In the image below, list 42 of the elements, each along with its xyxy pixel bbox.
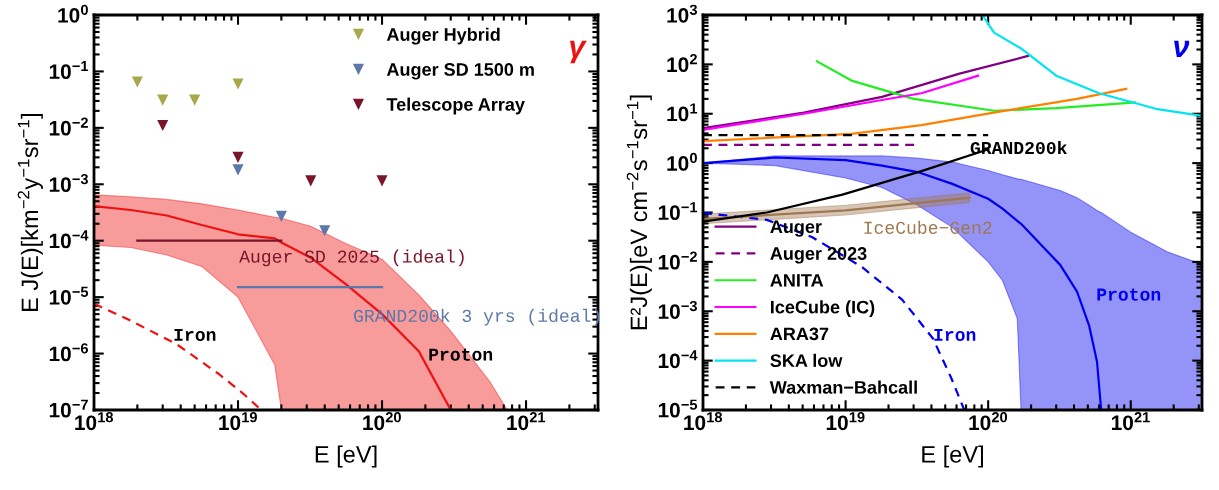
- legend-label: ARA37: [770, 327, 829, 341]
- y-tick-label: 10$^{−4}$: [49, 230, 89, 249]
- y-axis-title: E²J(E)[eV cm$^{−2}$s$^{−1}$sr$^{−1}$]: [626, 95, 652, 330]
- legend-label: Auger 2023: [770, 247, 867, 264]
- y-tick-label: 10$^{3}$: [667, 4, 697, 23]
- y-tick-label: 10$^{−1}$: [658, 202, 698, 221]
- y-tick-label: 10$^{−4}$: [658, 350, 698, 369]
- x-tick-label: 10$^{19}$: [826, 412, 865, 431]
- legend-label: Auger: [770, 220, 822, 237]
- y-tick-label: 10$^{−5}$: [49, 286, 89, 305]
- x-axis-title: E [eV]: [922, 445, 983, 468]
- annotation: γ: [570, 40, 587, 64]
- y-tick-label: 10$^{2}$: [667, 54, 697, 73]
- x-axis-title: E [eV]: [315, 445, 377, 468]
- annotation: ν: [1174, 40, 1190, 57]
- x-tick-label: 10$^{20}$: [363, 412, 401, 431]
- x-tick-label: 10$^{21}$: [507, 412, 546, 431]
- y-tick-label: 10$^{1}$: [667, 103, 698, 122]
- y-tick-label: 10$^{−3}$: [49, 173, 88, 193]
- x-tick-label: 10$^{20}$: [969, 412, 1008, 431]
- legend-label: Auger Hybrid: [386, 27, 500, 45]
- series-label: Proton: [1097, 288, 1161, 301]
- legend-label: SKA low: [770, 353, 843, 368]
- y-tick-label: 10$^{−3}$: [658, 300, 697, 319]
- series-label: Proton: [429, 348, 493, 361]
- series-label: GRAND200k: [970, 140, 1067, 155]
- legend-label: Telescope Array: [386, 97, 525, 115]
- series-label: Iron: [934, 328, 976, 341]
- legend-label: ANITA: [770, 274, 824, 287]
- y-tick-label: 10$^{−2}$: [658, 251, 697, 270]
- series-label: Iron: [174, 328, 216, 341]
- x-tick-label: 10$^{21}$: [1111, 412, 1150, 431]
- y-tick-label: 10$^{−2}$: [49, 117, 88, 136]
- legend-label: IceCube (IC): [771, 300, 875, 318]
- legend-label: Auger SD 1500 m: [386, 63, 534, 80]
- y-tick-label: 10$^{−1}$: [49, 61, 89, 79]
- legend-label: Waxman−Bahcall: [769, 380, 917, 394]
- y-tick-label: 10$^{0}$: [58, 4, 88, 23]
- y-tick-label: 10$^{0}$: [667, 152, 697, 171]
- y-tick-label: 10$^{−6}$: [49, 343, 88, 362]
- x-tick-label: 10$^{19}$: [219, 412, 257, 431]
- y-axis-title: E J(E)[km$^{−2}$y$^{−1}$sr$^{−1}$]: [17, 113, 43, 312]
